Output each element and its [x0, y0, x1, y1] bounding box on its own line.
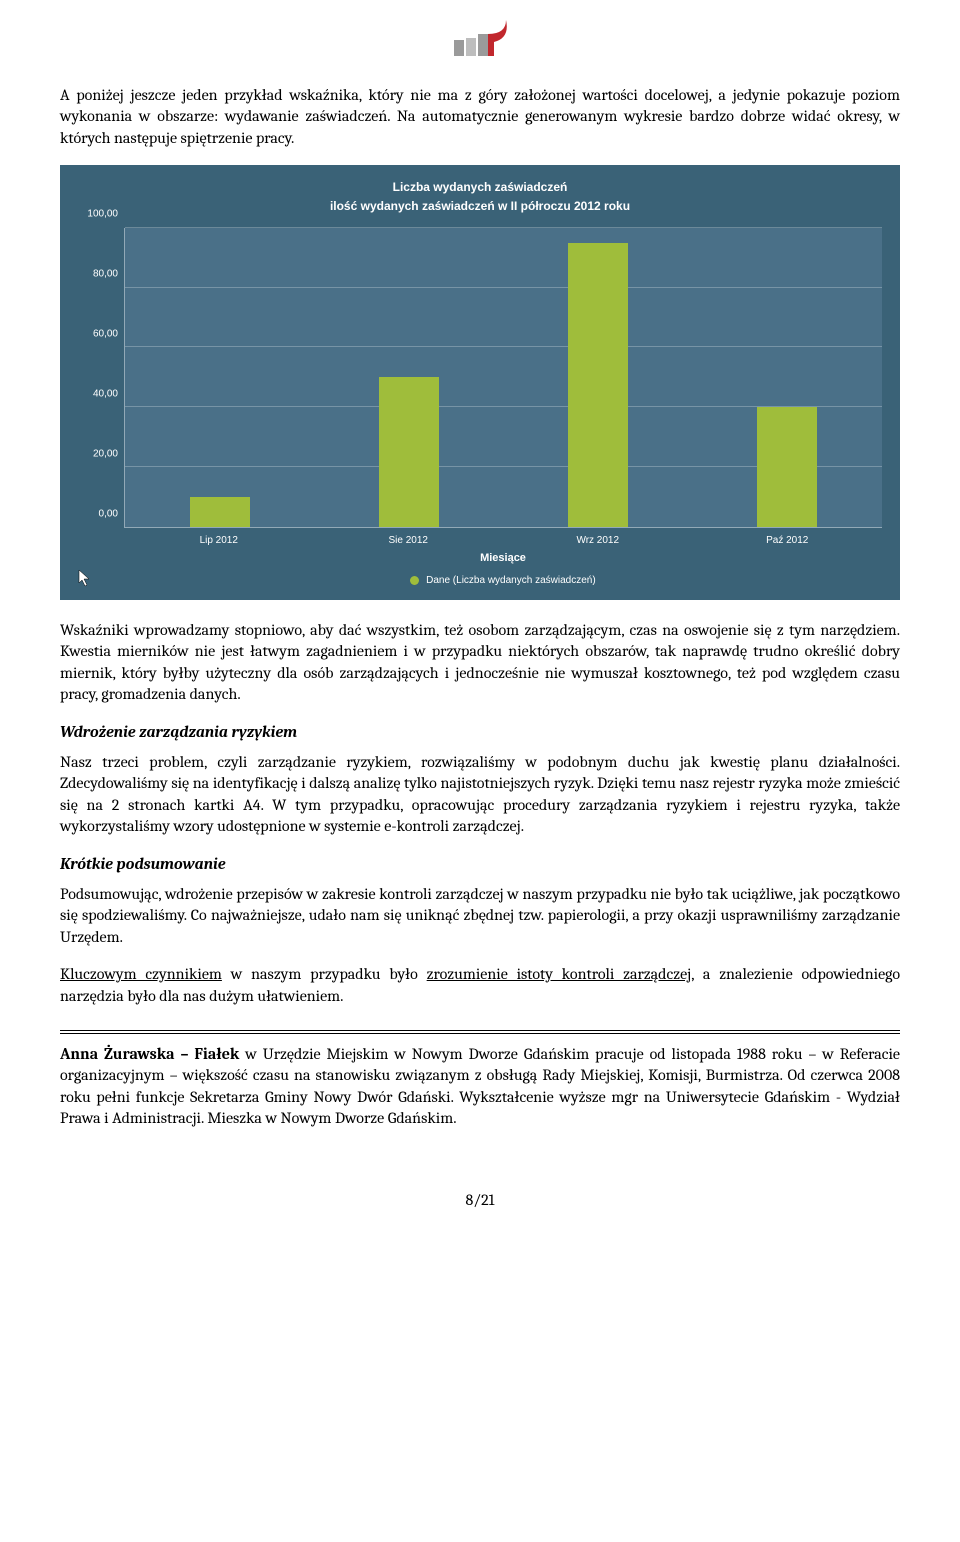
- x-label: Lip 2012: [124, 534, 314, 548]
- paragraph-1: Wskaźniki wprowadzamy stopniowo, aby dać…: [60, 620, 900, 706]
- author-bio: Anna Żurawska – Fiałek w Urzędzie Miejsk…: [60, 1044, 900, 1130]
- y-tick: 0,00: [99, 508, 118, 522]
- p4-underline-2: zrozumienie istoty kontroli zarządczej: [427, 965, 692, 983]
- divider: [60, 1030, 900, 1034]
- bar: [190, 497, 250, 527]
- y-tick: 40,00: [93, 388, 118, 402]
- page-number: 8/21: [60, 1190, 900, 1212]
- paragraph-4: Kluczowym czynnikiem w naszym przypadku …: [60, 964, 900, 1007]
- bar: [568, 243, 628, 527]
- x-axis: Lip 2012Sie 2012Wrz 2012Paź 2012: [124, 534, 882, 548]
- bar: [379, 377, 439, 527]
- legend-swatch: [410, 576, 419, 585]
- intro-paragraph: A poniżej jeszcze jeden przykład wskaźni…: [60, 85, 900, 150]
- cursor-icon: [78, 569, 92, 594]
- chart-title: Liczba wydanych zaświadczeń: [78, 179, 882, 195]
- y-tick: 60,00: [93, 328, 118, 342]
- heading-summary: Krótkie podsumowanie: [60, 854, 900, 876]
- grid-line: [125, 227, 882, 228]
- x-label: Sie 2012: [314, 534, 504, 548]
- x-axis-title: Miesiące: [124, 551, 882, 566]
- chart-legend: Dane (Liczba wydanych zaświadczeń): [124, 574, 882, 588]
- paragraph-3: Podsumowując, wdrożenie przepisów w zakr…: [60, 884, 900, 949]
- x-label: Paź 2012: [693, 534, 883, 548]
- y-tick: 100,00: [87, 208, 118, 222]
- header-logo: [60, 20, 900, 71]
- chart-subtitle: ilość wydanych zaświadczeń w II półroczu…: [78, 198, 882, 214]
- y-tick: 20,00: [93, 448, 118, 462]
- x-label: Wrz 2012: [503, 534, 693, 548]
- author-name: Anna Żurawska – Fiałek: [60, 1045, 239, 1063]
- p4-underline-1: Kluczowym czynnikiem: [60, 965, 222, 983]
- grid-line: [125, 346, 882, 347]
- paragraph-2: Nasz trzeci problem, czyli zarządzanie r…: [60, 752, 900, 838]
- legend-label: Dane (Liczba wydanych zaświadczeń): [426, 575, 596, 586]
- y-tick: 80,00: [93, 268, 118, 282]
- grid-line: [125, 287, 882, 288]
- y-axis: 0,0020,0040,0060,0080,00100,00: [78, 228, 124, 528]
- chart-plot: [124, 228, 882, 528]
- p4-text-1: w naszym przypadku było: [222, 965, 427, 983]
- bar: [757, 407, 817, 527]
- certificates-chart: Liczba wydanych zaświadczeń ilość wydany…: [60, 165, 900, 599]
- heading-risk: Wdrożenie zarządzania ryzykiem: [60, 722, 900, 744]
